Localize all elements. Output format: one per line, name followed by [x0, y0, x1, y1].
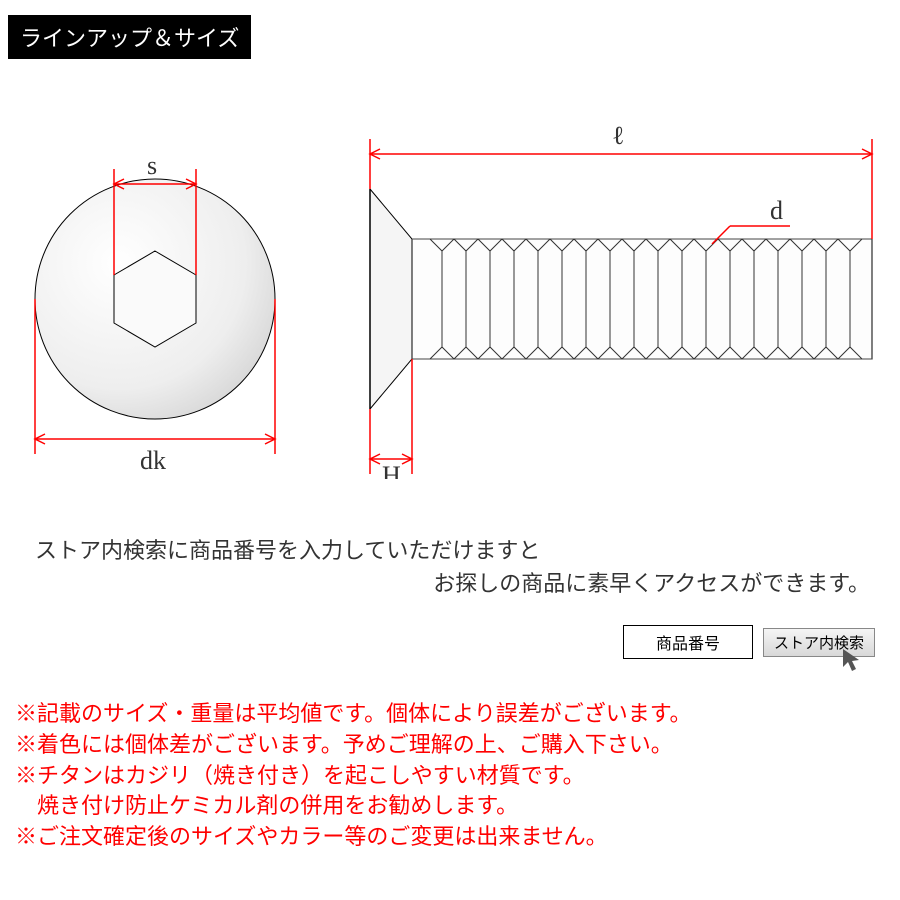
note-line: ※記載のサイズ・重量は平均値です。個体により誤差がございます。: [15, 699, 885, 730]
note-line: ※着色には個体差がございます。予めご理解の上、ご購入下さい。: [15, 730, 885, 761]
dim-label-H: H: [382, 461, 401, 479]
cursor-icon: [839, 647, 867, 675]
note-line: ※ご注文確定後のサイズやカラー等のご変更は出来ません。: [15, 822, 885, 853]
dim-label-s: s: [147, 151, 157, 180]
disclaimer-notes: ※記載のサイズ・重量は平均値です。個体により誤差がございます。 ※着色には個体差…: [15, 699, 885, 853]
product-number-box[interactable]: 商品番号: [623, 625, 753, 659]
technical-diagram: s dk: [0, 69, 900, 469]
dim-label-dk: dk: [140, 446, 166, 475]
instruction-line-2: お探しの商品に素早くアクセスができます。: [35, 567, 880, 600]
dim-label-d: d: [770, 196, 783, 225]
instruction-line-1: ストア内検索に商品番号を入力していただけますと: [35, 534, 880, 567]
search-row: 商品番号 ストア内検索: [0, 625, 875, 659]
section-header: ラインアップ＆サイズ: [8, 15, 251, 59]
note-line: 焼き付け防止ケミカル剤の併用をお勧めします。: [15, 791, 885, 822]
dim-label-l: ℓ: [612, 121, 624, 150]
instruction-text: ストア内検索に商品番号を入力していただけますと お探しの商品に素早くアクセスがで…: [35, 534, 880, 600]
note-line: ※チタンはカジリ（焼き付き）を起こしやすい材質です。: [15, 761, 885, 792]
